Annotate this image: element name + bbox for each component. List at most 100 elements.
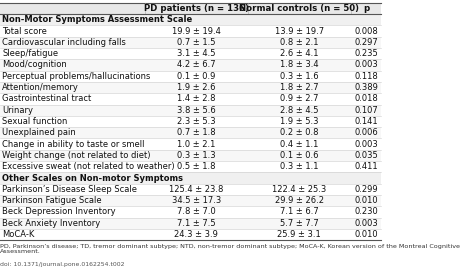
- Text: Parkinson Fatigue Scale: Parkinson Fatigue Scale: [2, 196, 102, 205]
- Text: MoCA-K: MoCA-K: [2, 230, 35, 239]
- Bar: [0, 71, 382, 82]
- Text: Gastrointestinal tract: Gastrointestinal tract: [2, 94, 91, 103]
- Text: 0.008: 0.008: [354, 26, 378, 35]
- Bar: [0, 25, 382, 37]
- Text: 0.018: 0.018: [354, 94, 378, 103]
- Text: 0.006: 0.006: [354, 128, 378, 137]
- Text: 0.3 ± 1.6: 0.3 ± 1.6: [280, 72, 319, 81]
- Text: 19.9 ± 19.4: 19.9 ± 19.4: [172, 26, 221, 35]
- Text: 0.010: 0.010: [354, 230, 378, 239]
- Bar: [0, 127, 382, 138]
- Text: 13.9 ± 19.7: 13.9 ± 19.7: [275, 26, 324, 35]
- Text: 0.3 ± 1.1: 0.3 ± 1.1: [280, 162, 319, 171]
- Text: 1.9 ± 2.6: 1.9 ± 2.6: [177, 83, 216, 92]
- Text: 0.411: 0.411: [354, 162, 378, 171]
- Bar: [0, 59, 382, 71]
- Text: 7.1 ± 7.5: 7.1 ± 7.5: [177, 219, 216, 228]
- Text: 3.1 ± 4.5: 3.1 ± 4.5: [177, 49, 216, 58]
- Text: Normal controls (n = 50): Normal controls (n = 50): [239, 4, 359, 13]
- Bar: [0, 48, 382, 59]
- Bar: [0, 3, 382, 14]
- Bar: [0, 195, 382, 206]
- Text: 0.2 ± 0.8: 0.2 ± 0.8: [280, 128, 319, 137]
- Text: 25.9 ± 3.1: 25.9 ± 3.1: [277, 230, 321, 239]
- Text: 0.389: 0.389: [354, 83, 378, 92]
- Text: 34.5 ± 17.3: 34.5 ± 17.3: [172, 196, 221, 205]
- Bar: [0, 14, 382, 25]
- Text: Beck Anxiety Inventory: Beck Anxiety Inventory: [2, 219, 100, 228]
- Text: 125.4 ± 23.8: 125.4 ± 23.8: [169, 185, 224, 194]
- Text: 2.8 ± 4.5: 2.8 ± 4.5: [280, 106, 319, 115]
- Text: Sleep/fatigue: Sleep/fatigue: [2, 49, 58, 58]
- Bar: [0, 37, 382, 48]
- Text: 0.1 ± 0.6: 0.1 ± 0.6: [280, 151, 319, 160]
- Text: Cardiovascular including falls: Cardiovascular including falls: [2, 38, 126, 47]
- Text: 0.107: 0.107: [354, 106, 378, 115]
- Text: Perceptual problems/hallucinations: Perceptual problems/hallucinations: [2, 72, 151, 81]
- Bar: [0, 161, 382, 172]
- Text: Sexual function: Sexual function: [2, 117, 68, 126]
- Text: Beck Depression Inventory: Beck Depression Inventory: [2, 207, 116, 216]
- Bar: [0, 172, 382, 184]
- Text: 29.9 ± 26.2: 29.9 ± 26.2: [275, 196, 324, 205]
- Text: 0.9 ± 2.7: 0.9 ± 2.7: [280, 94, 319, 103]
- Text: 0.003: 0.003: [354, 140, 378, 149]
- Text: PD patients (n = 136): PD patients (n = 136): [144, 4, 249, 13]
- Bar: [0, 218, 382, 229]
- Bar: [0, 206, 382, 218]
- Bar: [0, 229, 382, 240]
- Text: Attention/memory: Attention/memory: [2, 83, 79, 92]
- Text: Parkinson’s Disease Sleep Scale: Parkinson’s Disease Sleep Scale: [2, 185, 137, 194]
- Text: p: p: [363, 4, 369, 13]
- Text: 0.7 ± 1.5: 0.7 ± 1.5: [177, 38, 216, 47]
- Text: Excessive sweat (not related to weather): Excessive sweat (not related to weather): [2, 162, 175, 171]
- Text: 0.4 ± 1.1: 0.4 ± 1.1: [280, 140, 319, 149]
- Text: Non-Motor Symptoms Assessment Scale: Non-Motor Symptoms Assessment Scale: [2, 15, 192, 24]
- Text: 7.8 ± 7.0: 7.8 ± 7.0: [177, 207, 216, 216]
- Bar: [0, 82, 382, 93]
- Text: 2.3 ± 5.3: 2.3 ± 5.3: [177, 117, 216, 126]
- Text: 2.6 ± 4.1: 2.6 ± 4.1: [280, 49, 319, 58]
- Text: 0.5 ± 1.8: 0.5 ± 1.8: [177, 162, 216, 171]
- Bar: [0, 138, 382, 150]
- Text: 0.7 ± 1.8: 0.7 ± 1.8: [177, 128, 216, 137]
- Bar: [0, 184, 382, 195]
- Text: 0.010: 0.010: [354, 196, 378, 205]
- Text: doi: 10.1371/journal.pone.0162254.t002: doi: 10.1371/journal.pone.0162254.t002: [0, 262, 125, 267]
- Bar: [0, 116, 382, 127]
- Text: 1.4 ± 2.8: 1.4 ± 2.8: [177, 94, 216, 103]
- Text: 0.299: 0.299: [354, 185, 378, 194]
- Text: 0.003: 0.003: [354, 60, 378, 69]
- Text: 5.7 ± 7.7: 5.7 ± 7.7: [280, 219, 319, 228]
- Text: 1.9 ± 5.3: 1.9 ± 5.3: [280, 117, 319, 126]
- Text: Urinary: Urinary: [2, 106, 33, 115]
- Text: 0.8 ± 2.1: 0.8 ± 2.1: [280, 38, 319, 47]
- Bar: [0, 93, 382, 105]
- Text: Mood/cognition: Mood/cognition: [2, 60, 67, 69]
- Text: 1.8 ± 3.4: 1.8 ± 3.4: [280, 60, 319, 69]
- Text: 0.118: 0.118: [354, 72, 378, 81]
- Bar: [0, 105, 382, 116]
- Text: 0.3 ± 1.3: 0.3 ± 1.3: [177, 151, 216, 160]
- Text: 1.8 ± 2.7: 1.8 ± 2.7: [280, 83, 319, 92]
- Bar: [0, 150, 382, 161]
- Text: Other Scales on Non-motor Symptoms: Other Scales on Non-motor Symptoms: [2, 174, 183, 183]
- Text: 0.003: 0.003: [354, 219, 378, 228]
- Text: 0.235: 0.235: [354, 49, 378, 58]
- Text: Total score: Total score: [2, 26, 47, 35]
- Text: 122.4 ± 25.3: 122.4 ± 25.3: [272, 185, 327, 194]
- Text: 0.141: 0.141: [354, 117, 378, 126]
- Text: 7.1 ± 6.7: 7.1 ± 6.7: [280, 207, 319, 216]
- Text: 0.1 ± 0.9: 0.1 ± 0.9: [177, 72, 216, 81]
- Text: 0.230: 0.230: [354, 207, 378, 216]
- Text: 24.3 ± 3.9: 24.3 ± 3.9: [174, 230, 219, 239]
- Text: Change in ability to taste or smell: Change in ability to taste or smell: [2, 140, 145, 149]
- Text: 4.2 ± 6.7: 4.2 ± 6.7: [177, 60, 216, 69]
- Text: Weight change (not related to diet): Weight change (not related to diet): [2, 151, 151, 160]
- Text: PD, Parkinson’s disease; TD, tremor dominant subtype; NTD, non-tremor dominant s: PD, Parkinson’s disease; TD, tremor domi…: [0, 244, 460, 254]
- Text: 0.297: 0.297: [354, 38, 378, 47]
- Text: Unexplained pain: Unexplained pain: [2, 128, 76, 137]
- Text: 3.8 ± 5.6: 3.8 ± 5.6: [177, 106, 216, 115]
- Text: 1.0 ± 2.1: 1.0 ± 2.1: [177, 140, 216, 149]
- Text: 0.035: 0.035: [354, 151, 378, 160]
